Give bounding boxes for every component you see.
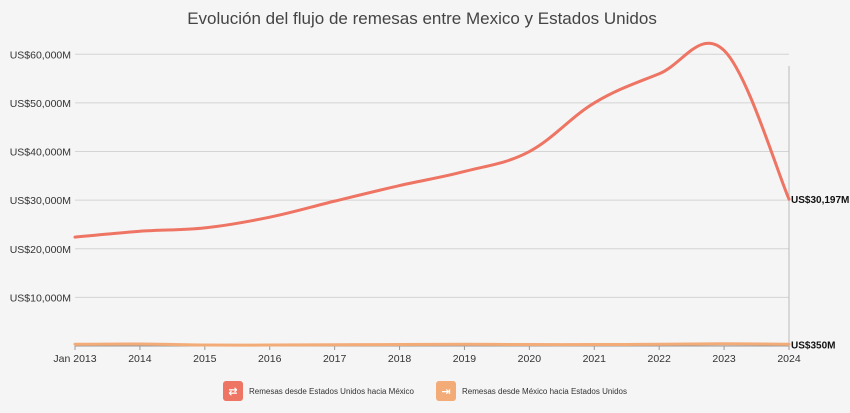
y-axis: US$10,000M US$20,000M US$30,000M US$40,000M… [10, 49, 71, 304]
legend-label-mx-to-us: Remesas desde México hacia Estados Unido… [462, 386, 627, 396]
y-tick-label: US$10,000M [10, 292, 71, 304]
series-group [73, 41, 791, 347]
legend-item-mx-to-us[interactable]: ⇥ Remesas desde México hacia Estados Uni… [436, 381, 627, 401]
x-tick-label: 2019 [453, 353, 477, 365]
x-tick-label: 2021 [583, 353, 607, 365]
x-tick-label: 2020 [518, 353, 542, 365]
x-tick-label: 2016 [258, 353, 282, 365]
legend-label-us-to-mx: Remesas desde Estados Unidos hacia Méxic… [249, 386, 414, 396]
y-tick-label: US$40,000M [10, 147, 71, 159]
x-tick-label: 2023 [712, 353, 736, 365]
y-tick-label: US$50,000M [10, 98, 71, 110]
series-line-1[interactable] [73, 342, 791, 347]
x-axis: Jan 2013 2014 2015 2016 2017 2018 2019 2020 2021… [53, 346, 801, 365]
y-grid [75, 53, 790, 347]
x-tick-label: 2022 [648, 353, 672, 365]
legend: ⇄ Remesas desde Estados Unidos hacia Méx… [0, 381, 850, 401]
money-transfer-icon: ⇥ [436, 381, 456, 401]
y-tick-label: US$60,000M [10, 49, 71, 61]
end-labels: US$30,197M US$350M [791, 195, 849, 351]
x-tick-label: Jan 2013 [53, 353, 96, 365]
end-label-0: US$30,197M [791, 195, 849, 206]
y-tick-label: US$20,000M [10, 244, 71, 256]
x-tick-label: 2024 [777, 353, 801, 365]
end-label-1: US$350M [791, 340, 835, 351]
series-line-0[interactable] [73, 41, 791, 239]
x-tick-label: 2015 [193, 353, 217, 365]
chart-title: Evolución del flujo de remesas entre Mex… [187, 9, 657, 28]
y-tick-label: US$30,000M [10, 195, 71, 207]
x-tick-label: 2017 [323, 353, 347, 365]
x-tick-label: 2014 [128, 353, 152, 365]
legend-item-us-to-mx[interactable]: ⇄ Remesas desde Estados Unidos hacia Méx… [223, 381, 414, 401]
money-exchange-icon: ⇄ [223, 381, 244, 401]
x-tick-label: 2018 [388, 353, 412, 365]
